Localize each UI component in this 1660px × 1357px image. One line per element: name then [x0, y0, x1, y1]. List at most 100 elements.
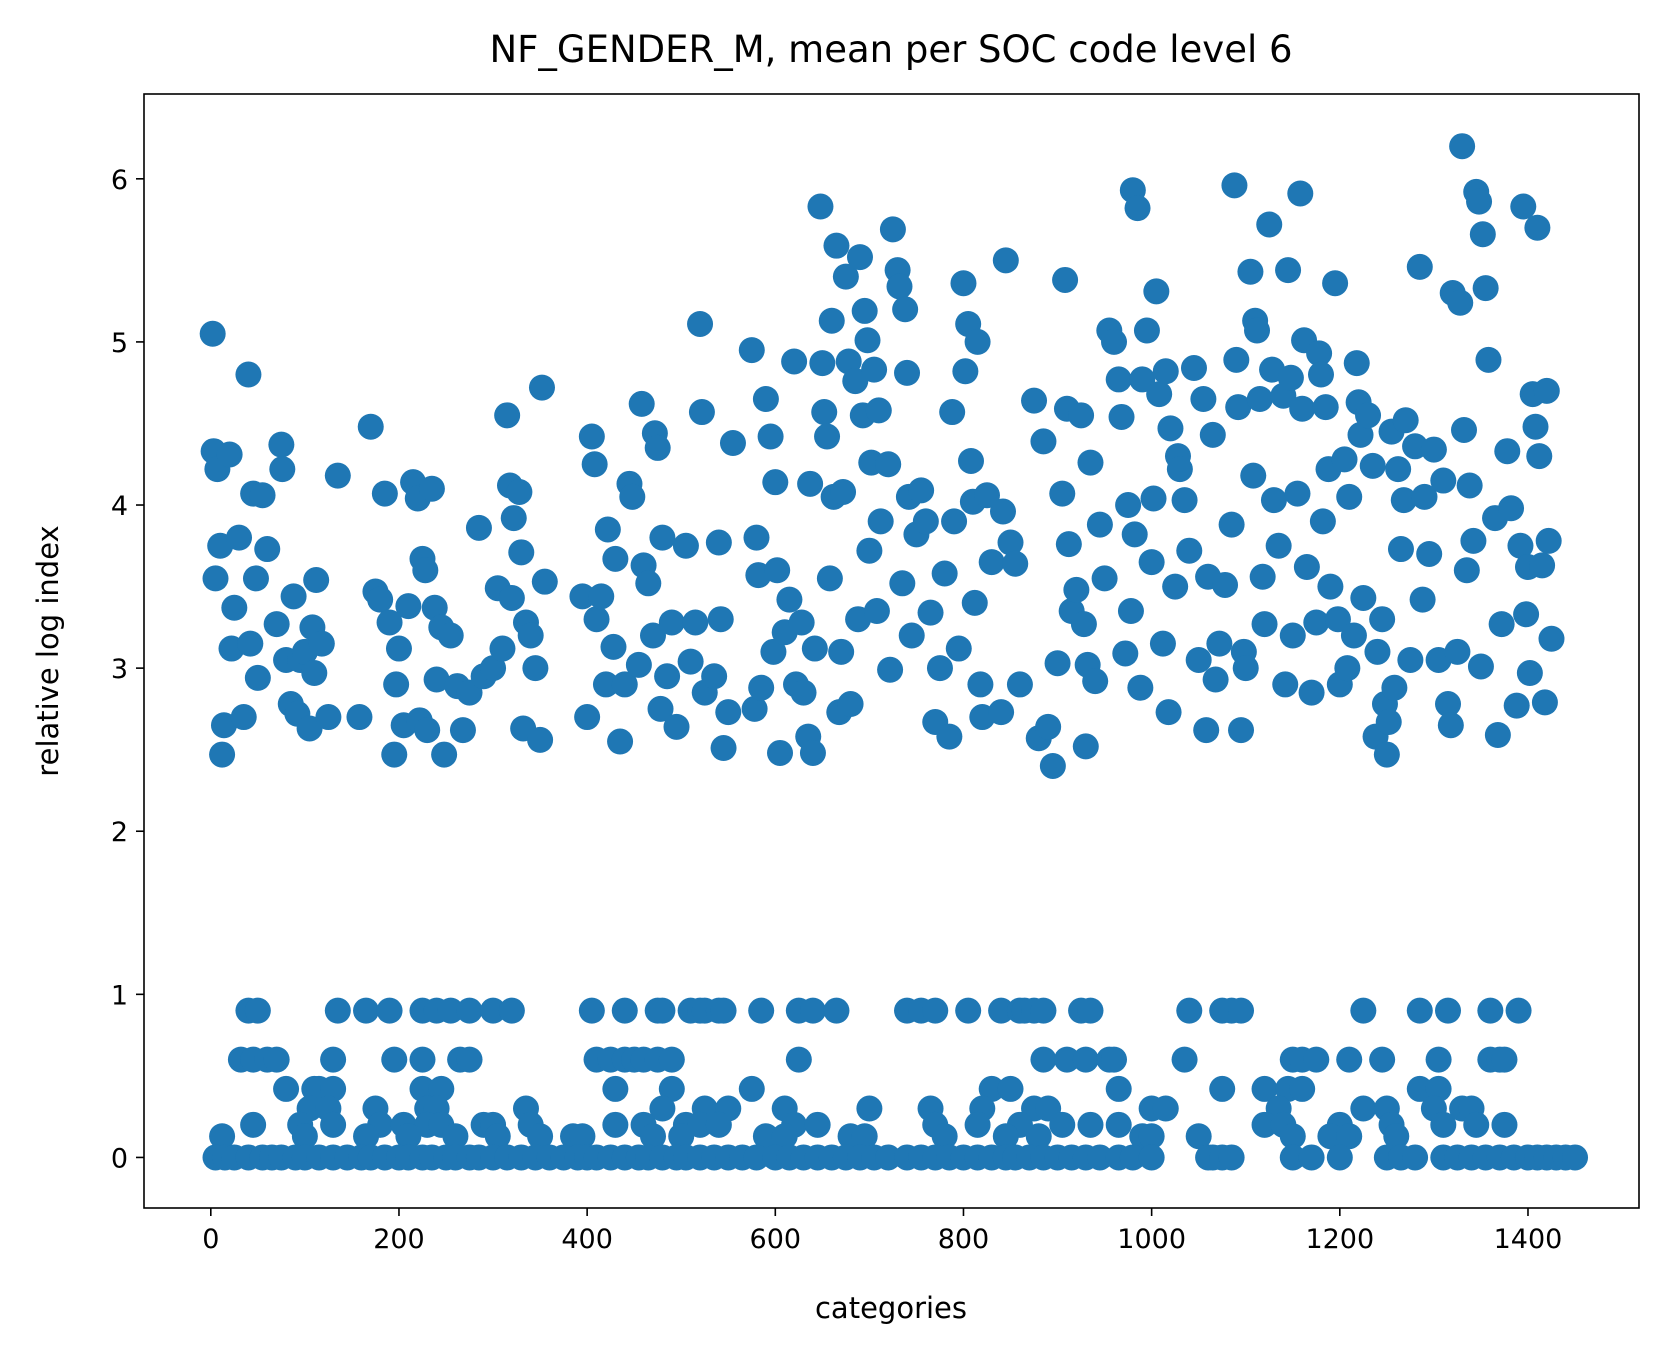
point	[611, 997, 638, 1024]
point	[1406, 1075, 1433, 1102]
point	[856, 537, 883, 564]
point	[743, 524, 770, 551]
point	[1364, 638, 1391, 665]
y-tick-label: 4	[111, 491, 128, 522]
point	[1162, 573, 1189, 600]
point	[1355, 402, 1382, 429]
point	[1152, 1095, 1179, 1122]
point	[1260, 487, 1287, 514]
point	[1284, 480, 1311, 507]
point	[353, 997, 380, 1024]
point	[346, 704, 373, 731]
point	[701, 663, 728, 690]
point	[647, 695, 674, 722]
point	[931, 560, 958, 587]
point	[489, 635, 516, 662]
point	[1435, 691, 1462, 718]
point	[1343, 350, 1370, 377]
point	[500, 505, 527, 532]
point	[1052, 266, 1079, 293]
point	[1435, 997, 1462, 1024]
point	[1538, 625, 1565, 652]
point	[480, 655, 507, 682]
point	[771, 1123, 798, 1150]
point	[1115, 492, 1142, 519]
point	[320, 1111, 347, 1138]
point	[1039, 752, 1066, 779]
point	[830, 478, 857, 505]
point	[1119, 1144, 1146, 1171]
point	[1475, 346, 1502, 373]
point	[588, 583, 615, 610]
point	[226, 524, 253, 551]
point	[371, 480, 398, 507]
x-tick-label: 400	[561, 1224, 613, 1255]
point	[1105, 366, 1132, 393]
point	[682, 609, 709, 636]
point	[619, 483, 646, 510]
point	[1138, 1123, 1165, 1150]
point	[1409, 586, 1436, 613]
point	[1383, 1123, 1410, 1150]
point	[958, 447, 985, 474]
point	[412, 557, 439, 584]
point	[1138, 1144, 1165, 1171]
point	[594, 516, 621, 543]
point	[799, 997, 826, 1024]
point	[1336, 1123, 1363, 1150]
point	[658, 1075, 685, 1102]
point	[1397, 646, 1424, 673]
point	[1030, 1046, 1057, 1073]
point	[1272, 671, 1299, 698]
point	[1331, 446, 1358, 473]
point	[1463, 1111, 1490, 1138]
point	[1152, 358, 1179, 385]
point	[748, 674, 775, 701]
point	[1312, 394, 1339, 421]
point	[506, 478, 533, 505]
point	[1494, 438, 1521, 465]
point	[1317, 1123, 1344, 1150]
point	[324, 997, 351, 1024]
point	[705, 529, 732, 556]
point	[583, 606, 610, 633]
point	[785, 1046, 812, 1073]
point	[1127, 674, 1154, 701]
point	[738, 1075, 765, 1102]
y-tick-label: 2	[111, 817, 128, 848]
point	[320, 1046, 347, 1073]
point	[644, 434, 671, 461]
point	[428, 1075, 455, 1102]
point	[569, 1123, 596, 1150]
point	[431, 741, 458, 768]
point	[1228, 717, 1255, 744]
point	[607, 728, 634, 755]
point	[1171, 1046, 1198, 1073]
point	[912, 508, 939, 535]
point	[449, 717, 476, 744]
point	[1030, 428, 1057, 455]
point	[889, 570, 916, 597]
point	[1240, 462, 1267, 489]
point	[1467, 653, 1494, 680]
point	[816, 565, 843, 592]
point	[291, 1123, 318, 1150]
point	[244, 664, 271, 691]
point	[1251, 1075, 1278, 1102]
point	[1402, 1144, 1429, 1171]
point	[649, 997, 676, 1024]
point	[1350, 584, 1377, 611]
point	[649, 1095, 676, 1122]
x-axis-label: categories	[815, 1291, 967, 1325]
point	[1006, 671, 1033, 698]
point	[663, 713, 690, 740]
point	[280, 583, 307, 610]
point	[263, 611, 290, 638]
point	[395, 593, 422, 620]
point	[1326, 1144, 1353, 1171]
point	[804, 1111, 831, 1138]
point	[1484, 721, 1511, 748]
point	[1477, 997, 1504, 1024]
point	[1249, 563, 1276, 590]
point	[385, 635, 412, 662]
